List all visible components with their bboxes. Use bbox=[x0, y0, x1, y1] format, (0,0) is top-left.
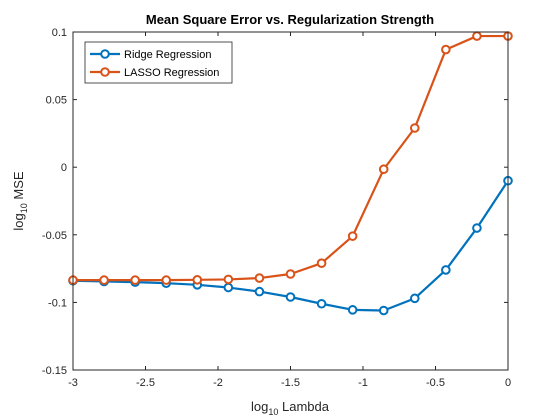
x-axis-label-subscript: 10 bbox=[268, 407, 278, 417]
x-tick-label: -1 bbox=[358, 377, 368, 389]
data-point bbox=[130, 275, 140, 285]
data-point bbox=[316, 258, 327, 268]
data-point bbox=[254, 286, 265, 297]
data-point bbox=[223, 282, 234, 293]
legend-lasso-label: LASSO Regression bbox=[124, 67, 219, 79]
data-point bbox=[99, 275, 109, 285]
x-tick-label: 0 bbox=[505, 377, 511, 389]
legend-entry-ridge: Ridge Regression bbox=[90, 49, 211, 61]
legend-lasso-marker bbox=[100, 67, 110, 77]
x-axis-label-prefix: log bbox=[251, 399, 268, 414]
data-point bbox=[316, 298, 327, 309]
data-point bbox=[161, 275, 172, 285]
data-point bbox=[409, 123, 420, 133]
data-point bbox=[378, 305, 389, 316]
chart-title: Mean Square Error vs. Regularization Str… bbox=[146, 12, 434, 27]
x-tick-label: -0.5 bbox=[426, 377, 445, 389]
data-point bbox=[285, 269, 296, 279]
x-tick-label: -1.5 bbox=[281, 377, 300, 389]
x-tick-label: -2.5 bbox=[136, 377, 155, 389]
plot-area bbox=[73, 32, 508, 370]
legend: Ridge Regression LASSO Regression bbox=[84, 41, 233, 84]
axis-ticks: -3 -2.5 -2 -1.5 -1 -0.5 0 -0.15 -0.1 -0.05 0 0.05 0.… bbox=[42, 27, 511, 389]
legend-ridge-label: Ridge Regression bbox=[124, 49, 211, 61]
y-tick-label: 0 bbox=[61, 162, 67, 174]
legend-entry-lasso: LASSO Regression bbox=[90, 67, 219, 79]
data-point bbox=[223, 274, 234, 285]
y-axis-label: log10 MSE bbox=[11, 171, 29, 231]
x-tick-label: -3 bbox=[68, 377, 78, 389]
data-point bbox=[472, 31, 482, 41]
x-axis-label-text: Lambda bbox=[282, 399, 330, 414]
y-tick-label: -0.15 bbox=[42, 365, 67, 377]
data-point bbox=[441, 44, 451, 55]
data-point bbox=[347, 231, 358, 241]
y-tick-label: 0.1 bbox=[52, 27, 67, 39]
y-axis-label-prefix: log bbox=[11, 213, 26, 230]
data-point bbox=[285, 292, 296, 302]
data-point bbox=[254, 273, 265, 283]
plot-frame bbox=[72, 31, 509, 371]
legend-ridge-marker bbox=[100, 49, 110, 59]
y-tick-label: -0.05 bbox=[42, 230, 67, 242]
y-axis-label-text: MSE bbox=[11, 171, 26, 200]
data-point bbox=[378, 164, 389, 175]
legend-box bbox=[84, 41, 233, 84]
data-point bbox=[441, 265, 451, 275]
y-axis-label-subscript: 10 bbox=[19, 203, 29, 213]
data-point bbox=[347, 305, 358, 315]
y-tick-label: -0.1 bbox=[48, 297, 67, 309]
x-axis-label: log10 Lambda bbox=[251, 399, 330, 417]
y-tick-label: 0.05 bbox=[46, 95, 67, 107]
data-point bbox=[192, 275, 203, 285]
data-point bbox=[409, 293, 420, 304]
x-tick-label: -2 bbox=[213, 377, 223, 389]
series-layer bbox=[68, 31, 513, 316]
data-point bbox=[472, 223, 482, 233]
